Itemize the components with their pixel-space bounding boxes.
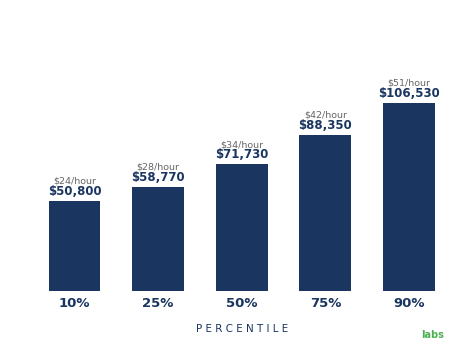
Bar — [216, 164, 268, 290]
Text: $42/hour: $42/hour — [304, 111, 347, 120]
Bar — [48, 201, 100, 290]
Text: $28/hour: $28/hour — [137, 163, 180, 172]
Text: $51/hour: $51/hour — [388, 79, 430, 88]
Text: How Much do Registered Nurses Make?: How Much do Registered Nurses Make? — [44, 14, 430, 32]
Bar — [132, 187, 184, 290]
Text: Sources: U.S. Bureau of Labor Statistics 2018-19 Occupational Outlook Handbook: Sources: U.S. Bureau of Labor Statistics… — [9, 332, 306, 338]
Bar — [300, 135, 351, 290]
Text: $58,770: $58,770 — [131, 171, 185, 184]
Text: $34/hour: $34/hour — [220, 140, 263, 149]
Text: $106,530: $106,530 — [378, 87, 440, 100]
Text: labs: labs — [421, 330, 444, 340]
Text: $24/hour: $24/hour — [53, 177, 96, 186]
Text: P E R C E N T I L E: P E R C E N T I L E — [196, 324, 288, 334]
Text: $88,350: $88,350 — [299, 119, 352, 132]
Text: $50,800: $50,800 — [47, 185, 101, 198]
Text: Nurses: Nurses — [377, 330, 415, 340]
Text: $71,730: $71,730 — [215, 148, 268, 161]
Bar — [383, 103, 435, 290]
